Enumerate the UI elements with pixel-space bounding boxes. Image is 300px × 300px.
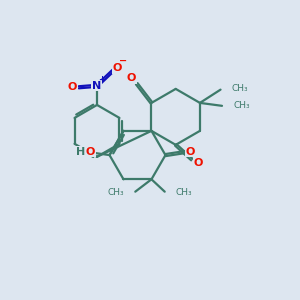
Text: O: O xyxy=(193,158,203,167)
Text: N: N xyxy=(92,81,101,91)
Text: CH₃: CH₃ xyxy=(233,101,250,110)
Text: CH₃: CH₃ xyxy=(232,84,248,93)
Text: O: O xyxy=(112,63,122,73)
Text: CH₃: CH₃ xyxy=(107,188,124,197)
Text: CH₃: CH₃ xyxy=(176,188,193,197)
Text: O: O xyxy=(68,82,77,92)
Text: H: H xyxy=(76,147,85,157)
Text: O: O xyxy=(86,147,95,157)
Text: −: − xyxy=(119,56,128,66)
Text: O: O xyxy=(127,74,136,83)
Text: O: O xyxy=(186,147,195,157)
Text: +: + xyxy=(98,75,106,84)
